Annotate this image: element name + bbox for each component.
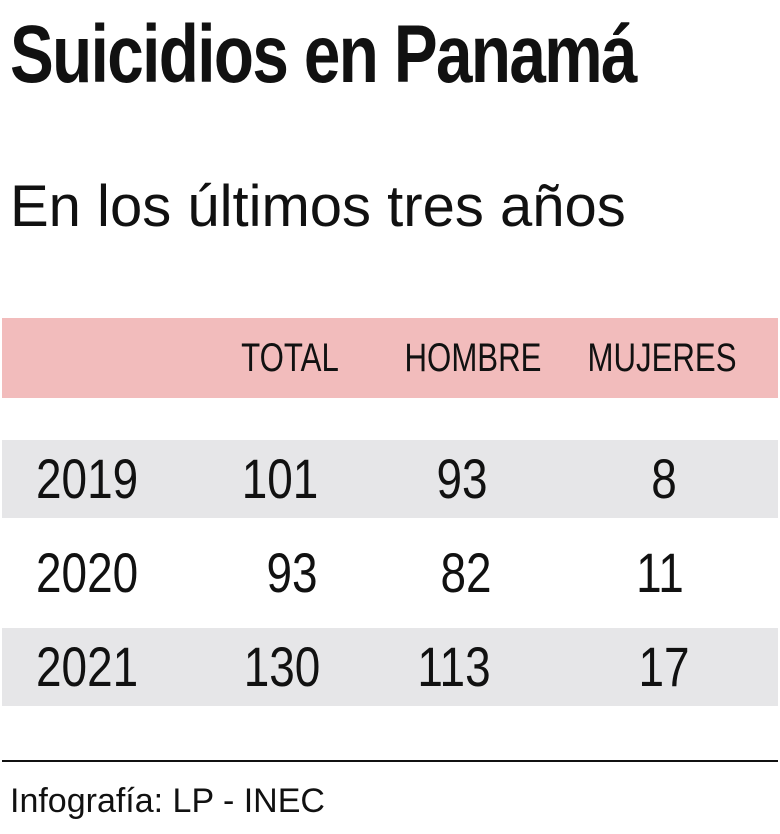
cell-mujeres: 11	[636, 541, 684, 604]
chart-title: Suicidios en Panamá	[10, 9, 637, 100]
footer-divider	[2, 760, 778, 762]
table-row	[2, 628, 778, 706]
row-year: 2019	[36, 447, 139, 510]
chart-subtitle: En los últimos tres años	[10, 174, 626, 239]
row-year: 2020	[36, 541, 139, 604]
cell-mujeres: 8	[651, 447, 677, 510]
cell-hombre: 82	[440, 541, 492, 604]
column-header-total: TOTAL	[241, 336, 339, 380]
column-header-mujeres: MUJERES	[587, 336, 737, 380]
row-year: 2021	[36, 635, 139, 698]
table-row	[2, 440, 778, 518]
cell-mujeres: 17	[638, 635, 690, 698]
cell-hombre: 113	[417, 635, 491, 698]
cell-total: 93	[266, 541, 318, 604]
column-header-hombre: HOMBRE	[404, 336, 542, 380]
cell-total: 130	[243, 635, 321, 698]
source-credit: Infografía: LP - INEC	[10, 782, 325, 820]
table-header-bar	[2, 318, 778, 398]
cell-hombre: 93	[436, 447, 488, 510]
cell-total: 101	[241, 447, 319, 510]
